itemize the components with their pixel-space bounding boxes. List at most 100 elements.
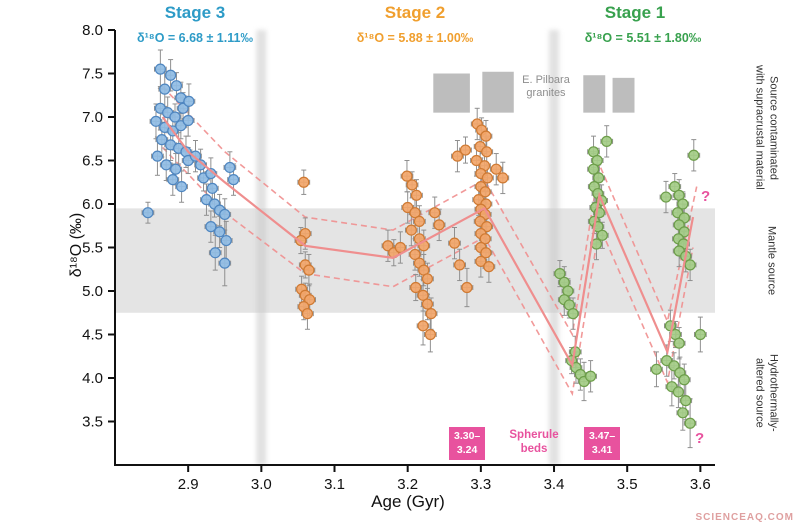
spherule-box-2: 3.47– 3.41 [584, 427, 621, 461]
granites-label-line2: granites [526, 87, 566, 100]
data-point [169, 111, 181, 123]
stage-1-annotation: δ¹⁸O = 5.51 ± 1.80‰ [584, 31, 702, 45]
data-point [475, 255, 487, 268]
data-point [481, 146, 493, 158]
data-point [205, 221, 217, 233]
granite-rect [482, 71, 514, 113]
data-point [567, 308, 579, 320]
data-point [227, 174, 240, 186]
spherule-box-2-line2: 3.41 [591, 443, 613, 456]
right-label-supracrustal-line1: Source contaminated [767, 75, 780, 180]
data-point [394, 241, 406, 254]
data-point [497, 172, 509, 184]
data-point [206, 182, 218, 194]
data-point [165, 69, 177, 81]
data-point [688, 149, 700, 161]
x-tick-label: 3.5 [617, 476, 638, 493]
spherule-beds-label-line1: Spherule [509, 429, 559, 441]
data-point [150, 115, 162, 127]
data-point [650, 363, 663, 375]
data-point [160, 159, 172, 171]
data-point [167, 174, 179, 186]
right-label-supracrustal-line2: with supracrustal material [753, 65, 766, 190]
data-point [182, 114, 194, 127]
stage-2-label: Stage 2 [384, 3, 446, 22]
data-point [585, 370, 597, 382]
stage-boundary-band [256, 30, 267, 465]
series-stage-3 [142, 63, 240, 269]
data-point [209, 247, 221, 259]
data-point [417, 289, 429, 301]
data-point [554, 268, 566, 280]
stage-3-label: Stage 3 [164, 3, 226, 22]
data-point [425, 308, 437, 320]
watermark: SCIENCEAQ.COM [695, 512, 794, 523]
stage-3-annotation: δ¹⁸O = 6.68 ± 1.11‰ [137, 31, 253, 45]
data-point [409, 248, 421, 261]
data-point [156, 134, 168, 146]
y-tick-label: 7.0 [82, 109, 103, 126]
data-point [224, 161, 236, 174]
y-tick-label: 5.5 [82, 240, 103, 257]
spherule-beds-label: Spherule beds [503, 429, 565, 457]
data-point [680, 395, 692, 407]
y-tick-label: 6.0 [82, 196, 103, 213]
x-tick-label: 3.1 [324, 476, 345, 493]
data-point [219, 208, 231, 221]
y-tick-label: 8.0 [82, 22, 103, 39]
data-point [669, 181, 681, 193]
data-point [303, 264, 315, 276]
data-point [410, 189, 423, 201]
spherule-box-2-line1: 3.47– [589, 430, 616, 442]
stage-1-label: Stage 1 [604, 3, 666, 22]
data-point [413, 215, 425, 227]
y-tick-label: 4.5 [82, 327, 103, 344]
y-tick-label: 3.5 [82, 414, 103, 431]
trend-line [161, 116, 695, 369]
data-point [673, 337, 685, 349]
data-point [479, 186, 491, 198]
data-point [694, 328, 706, 341]
trend-upper-bound [162, 86, 698, 337]
question-mark-top: ? [701, 188, 711, 205]
granite-rect [583, 75, 606, 113]
data-point [421, 273, 434, 285]
data-point [409, 207, 421, 219]
x-tick-label: 3.6 [690, 476, 711, 493]
data-point [170, 80, 183, 92]
data-point [142, 207, 154, 219]
x-tick-label: 3.0 [251, 476, 272, 493]
data-point [672, 386, 685, 398]
spherule-box-1: 3.30– 3.24 [449, 427, 486, 461]
x-tick-label: 3.4 [544, 476, 565, 493]
series-stage-2 [295, 118, 509, 341]
granites-label: E. Pilbara granites [515, 74, 577, 100]
right-label-mantle: Mantle source [765, 226, 778, 296]
spherule-box-1-line1: 3.30– [454, 430, 481, 442]
data-point [151, 150, 164, 162]
data-point [421, 298, 434, 310]
data-point [601, 135, 613, 147]
data-point [596, 229, 608, 241]
data-point [678, 374, 690, 386]
data-point [454, 259, 466, 271]
spherule-box-1-line2: 3.24 [456, 443, 478, 456]
data-point [481, 172, 494, 184]
data-point [479, 233, 491, 245]
data-point [470, 154, 483, 167]
y-tick-label: 4.0 [82, 370, 103, 387]
axis-ticks: 2.9 3.0 3.1 3.2 3.3 3.4 3.5 3.6 3.5 4.0 4.5 5.0 5.5 6… [82, 22, 711, 493]
y-axis-title: δ¹⁸O (‰) [68, 212, 85, 278]
data-point [660, 191, 672, 203]
data-point [219, 257, 231, 269]
right-label-supracrustal: Source contaminated with supracrustal ma… [752, 30, 781, 225]
data-point [170, 163, 182, 175]
data-point [175, 181, 188, 193]
data-point [433, 219, 445, 231]
y-tick-label: 5.0 [82, 283, 103, 300]
data-point [429, 207, 441, 219]
granite-rect [433, 73, 470, 113]
right-label-hydrothermal: Hydrothermally- altered source [752, 318, 781, 468]
